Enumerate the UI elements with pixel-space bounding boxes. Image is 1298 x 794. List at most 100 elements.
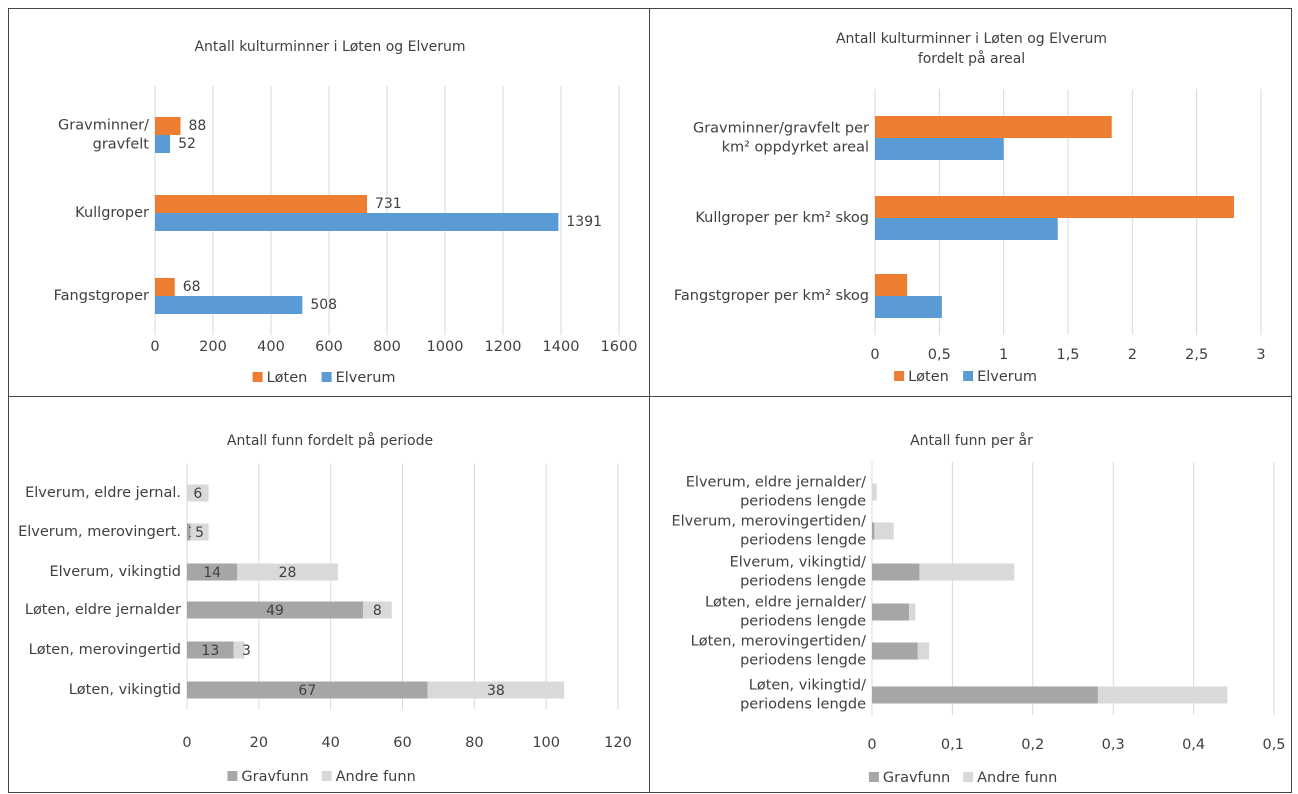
category-label: periodens lengde [740, 614, 866, 630]
category-label: Løten, eldre jernalder [25, 602, 181, 618]
data-label: 6 [193, 486, 202, 502]
category-label: Løten, merovingertiden/ [691, 634, 866, 650]
data-label: 52 [178, 136, 196, 152]
x-tick-label: 1 [999, 347, 1008, 363]
bar-gravfunn [872, 642, 918, 660]
bar-andre-funn [917, 642, 930, 660]
x-tick-label: 1600 [601, 339, 638, 355]
legend-label: Gravfunn [883, 770, 950, 786]
data-label: 68 [183, 279, 201, 295]
chart-panel-funn-periode: Antall funn fordelt på periode 0 20 40 60 80 1… [8, 396, 650, 793]
bar-andre-funn [187, 484, 209, 502]
legend-label: Andre funn [336, 769, 416, 785]
category-label: Elverum, merovingertiden/ [671, 514, 866, 530]
bar-andre-funn [874, 522, 894, 540]
bar-loten [875, 116, 1112, 138]
x-tick-label: 2 [1128, 347, 1137, 363]
x-tick-label: 400 [257, 339, 285, 355]
category-label: Løten, eldre jernalder/ [705, 595, 866, 611]
legend-swatch [868, 772, 879, 782]
bar-gravfunn [872, 603, 909, 621]
x-tick-label: 800 [373, 339, 401, 355]
legend-label: Andre funn [977, 770, 1057, 786]
data-label: 5 [195, 525, 204, 541]
category-label: periodens lengde [740, 494, 866, 510]
chart-svg: Antall funn per år 0 0,1 0,2 0,3 0,4 0,5 Elveru… [671, 432, 1285, 786]
bar-andre-funn [908, 603, 916, 621]
bar-andre-funn [190, 523, 209, 541]
legend-label: Elverum [336, 370, 396, 386]
x-tick-label: 20 [250, 735, 268, 751]
category-label: periodens lengde [740, 574, 866, 590]
bar-elverum [875, 296, 942, 318]
chart-title: Antall funn per år [910, 432, 1033, 449]
x-tick-label: 1200 [485, 339, 522, 355]
legend-label: Løten [908, 369, 949, 385]
data-label: 508 [310, 297, 337, 313]
x-tick-label: 0 [182, 735, 191, 751]
category-label: Løten, vikingtid/ [749, 678, 866, 694]
category-label: Gravminner/ [58, 118, 149, 134]
category-label: km² oppdyrket areal [722, 140, 869, 156]
category-label: Gravminner/gravfelt per [693, 121, 869, 137]
legend-label: Elverum [977, 369, 1037, 385]
legend-swatch [227, 771, 238, 781]
chart-panel-kulturminner-areal: Antall kulturminner i Løten og Elverum fo… [649, 8, 1292, 397]
category-label: Elverum, vikingtid [49, 564, 181, 580]
x-tick-label: 100 [532, 735, 560, 751]
category-label: periodens lengde [740, 653, 866, 669]
bar-andre-funn [233, 641, 245, 659]
category-label: periodens lengde [740, 697, 866, 713]
category-label: Løten, vikingtid [69, 682, 181, 698]
chart-svg: Antall kulturminner i Løten og Elverum 0 2… [54, 39, 638, 386]
category-label: gravfelt [93, 137, 150, 153]
bar-gravfunn [872, 686, 1098, 704]
category-label: periodens lengde [740, 533, 866, 549]
bar-gravfunn [187, 641, 234, 659]
chart-title: Antall funn fordelt på periode [227, 432, 433, 449]
bar-andre-funn [1097, 686, 1228, 704]
bar-elverum [155, 213, 559, 231]
category-label: Løten, merovingertid [29, 642, 181, 658]
chart-title: Antall kulturminner i Løten og Elverum [194, 39, 465, 55]
legend-swatch [321, 771, 332, 781]
x-tick-label: 120 [604, 735, 632, 751]
chart-svg: Antall funn fordelt på periode 0 20 40 60 80 1… [18, 432, 632, 785]
bar-elverum [875, 138, 1004, 160]
data-label: 14 [203, 565, 221, 581]
bar-gravfunn [187, 601, 363, 619]
legend-swatch [321, 372, 332, 382]
bar-loten [155, 278, 175, 296]
chart-panel-funn-per-aar: Antall funn per år 0 0,1 0,2 0,3 0,4 0,5 Elveru… [649, 396, 1292, 793]
category-label: Elverum, vikingtid/ [730, 555, 867, 571]
category-label: Fangstgroper [54, 288, 149, 304]
bar-andre-funn [919, 563, 1015, 581]
bar-elverum [875, 218, 1058, 240]
x-tick-label: 0 [150, 339, 159, 355]
legend-label: Løten [267, 370, 308, 386]
x-tick-label: 0,4 [1182, 737, 1205, 753]
bar-gravfunn [872, 563, 920, 581]
x-tick-label: 40 [321, 735, 339, 751]
bar-andre-funn [872, 483, 877, 501]
chart-svg: Antall kulturminner i Løten og Elverum fo… [674, 31, 1266, 385]
x-tick-label: 3 [1256, 347, 1265, 363]
legend-swatch [963, 772, 974, 782]
bar-elverum [155, 135, 171, 153]
data-label: 8 [373, 603, 382, 619]
data-label: 731 [375, 196, 402, 212]
data-label: 38 [487, 683, 505, 699]
x-tick-label: 600 [315, 339, 343, 355]
legend-label: Gravfunn [241, 769, 308, 785]
category-label: Kullgroper per km² skog [695, 210, 869, 226]
chart-title: Antall kulturminner i Løten og Elverum [836, 31, 1107, 47]
bar-gravfunn [187, 523, 191, 541]
data-label: 49 [266, 603, 284, 619]
bar-gravfunn [872, 522, 875, 540]
bar-loten [875, 274, 908, 296]
x-tick-label: 0 [867, 737, 876, 753]
bar-gravfunn [187, 681, 428, 699]
bar-andre-funn [237, 563, 338, 581]
x-tick-label: 1000 [427, 339, 464, 355]
